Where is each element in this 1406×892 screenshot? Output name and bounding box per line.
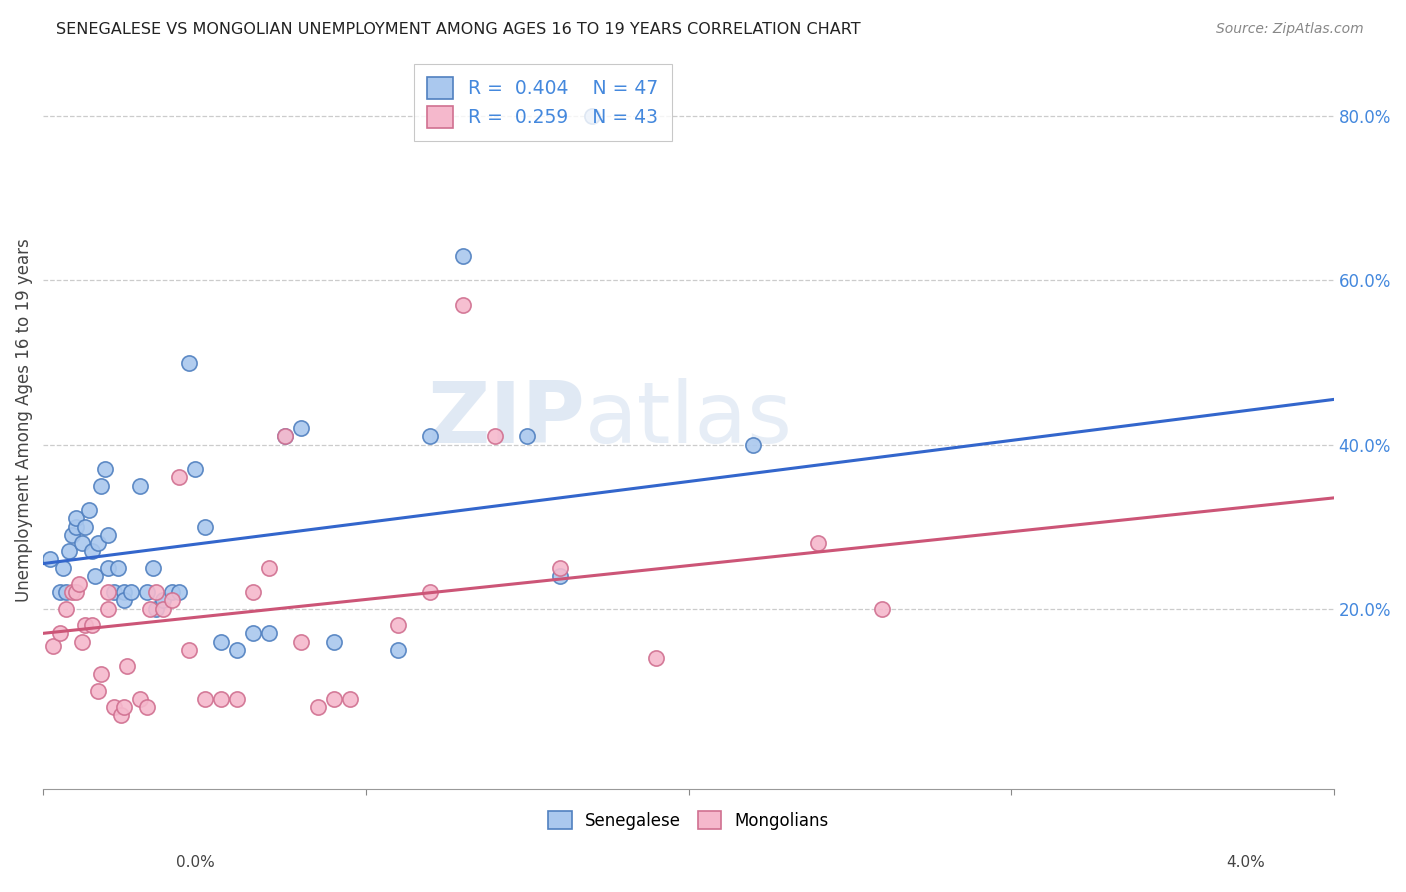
Point xyxy=(581,109,603,123)
Point xyxy=(93,462,115,476)
Point xyxy=(162,585,184,599)
Point xyxy=(419,429,441,443)
Point xyxy=(339,692,361,706)
Text: 0.0%: 0.0% xyxy=(176,855,215,870)
Point xyxy=(65,519,87,533)
Point xyxy=(62,585,84,599)
Point xyxy=(548,569,571,583)
Point xyxy=(55,585,77,599)
Point xyxy=(387,618,409,632)
Point xyxy=(322,634,344,648)
Point xyxy=(48,626,70,640)
Point xyxy=(97,601,120,615)
Point xyxy=(742,437,765,451)
Point xyxy=(242,626,264,640)
Point xyxy=(58,544,80,558)
Point xyxy=(419,585,441,599)
Point xyxy=(48,585,70,599)
Text: ZIP: ZIP xyxy=(427,378,585,461)
Point xyxy=(129,692,152,706)
Point xyxy=(307,700,329,714)
Text: SENEGALESE VS MONGOLIAN UNEMPLOYMENT AMONG AGES 16 TO 19 YEARS CORRELATION CHART: SENEGALESE VS MONGOLIAN UNEMPLOYMENT AMO… xyxy=(56,22,860,37)
Point xyxy=(645,651,668,665)
Point xyxy=(451,298,474,312)
Point xyxy=(226,692,249,706)
Point xyxy=(112,593,135,607)
Point xyxy=(145,601,167,615)
Point xyxy=(80,618,103,632)
Point xyxy=(274,429,297,443)
Point xyxy=(209,692,232,706)
Point xyxy=(67,577,90,591)
Point xyxy=(38,552,60,566)
Point xyxy=(484,429,506,443)
Point xyxy=(84,569,107,583)
Point xyxy=(290,421,312,435)
Point xyxy=(152,593,174,607)
Point xyxy=(90,478,112,492)
Point xyxy=(97,528,120,542)
Point xyxy=(167,470,190,484)
Point xyxy=(107,560,129,574)
Text: Source: ZipAtlas.com: Source: ZipAtlas.com xyxy=(1216,22,1364,37)
Point xyxy=(75,618,97,632)
Point xyxy=(97,585,120,599)
Point xyxy=(152,601,174,615)
Point xyxy=(516,429,538,443)
Point xyxy=(548,560,571,574)
Point xyxy=(135,585,157,599)
Point xyxy=(65,511,87,525)
Point xyxy=(257,560,280,574)
Point xyxy=(135,700,157,714)
Point xyxy=(52,560,75,574)
Point xyxy=(209,634,232,648)
Point xyxy=(87,683,110,698)
Point xyxy=(242,585,264,599)
Point xyxy=(177,642,200,657)
Point xyxy=(55,601,77,615)
Point xyxy=(177,355,200,369)
Point xyxy=(870,601,893,615)
Point xyxy=(62,528,84,542)
Point xyxy=(90,667,112,681)
Point xyxy=(226,642,249,657)
Point xyxy=(162,593,184,607)
Point xyxy=(117,659,139,673)
Y-axis label: Unemployment Among Ages 16 to 19 years: Unemployment Among Ages 16 to 19 years xyxy=(15,238,32,602)
Point xyxy=(103,700,125,714)
Point xyxy=(274,429,297,443)
Text: 4.0%: 4.0% xyxy=(1226,855,1265,870)
Point xyxy=(167,585,190,599)
Point xyxy=(70,536,93,550)
Point xyxy=(322,692,344,706)
Point xyxy=(145,585,167,599)
Point xyxy=(139,601,162,615)
Point xyxy=(806,536,828,550)
Point xyxy=(97,560,120,574)
Point xyxy=(290,634,312,648)
Point xyxy=(112,700,135,714)
Legend: Senegalese, Mongolians: Senegalese, Mongolians xyxy=(541,805,835,837)
Point xyxy=(75,519,97,533)
Point xyxy=(87,536,110,550)
Point xyxy=(42,639,65,653)
Point xyxy=(70,634,93,648)
Point xyxy=(120,585,142,599)
Point xyxy=(112,585,135,599)
Point xyxy=(194,692,217,706)
Point xyxy=(129,478,152,492)
Point xyxy=(387,642,409,657)
Point xyxy=(257,626,280,640)
Point xyxy=(142,560,165,574)
Point xyxy=(184,462,207,476)
Point xyxy=(65,585,87,599)
Point xyxy=(77,503,100,517)
Text: atlas: atlas xyxy=(585,378,793,461)
Point xyxy=(80,544,103,558)
Point xyxy=(451,249,474,263)
Point xyxy=(194,519,217,533)
Point xyxy=(110,708,132,723)
Point xyxy=(103,585,125,599)
